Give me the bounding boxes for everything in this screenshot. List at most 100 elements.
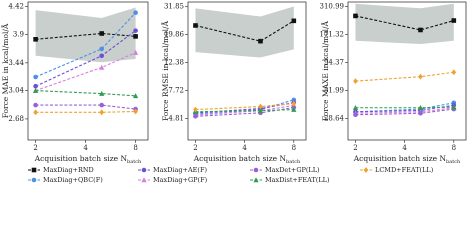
series-line xyxy=(195,103,294,111)
legend-label: MaxDiag+QBC(F) xyxy=(43,176,103,184)
data-point xyxy=(133,49,139,55)
confidence-band xyxy=(195,6,294,58)
x-tick-label: 8 xyxy=(452,144,456,152)
confidence-band xyxy=(355,3,454,45)
legend-marker xyxy=(31,177,37,183)
legend-marker xyxy=(253,177,259,183)
y-tick-label: 7.72 xyxy=(168,87,184,95)
legend-label: MaxDet+GP(LL) xyxy=(265,166,320,174)
legend-label: MaxDist+FEAT(LL) xyxy=(265,176,330,184)
y-tick-label: 171.32 xyxy=(320,31,345,39)
y-tick-label: 31.85 xyxy=(164,3,184,11)
series-line xyxy=(35,110,136,113)
data-point xyxy=(133,28,138,33)
x-tick-label: 2 xyxy=(193,144,197,152)
legend-marker xyxy=(141,167,147,173)
y-tick-label: 12.38 xyxy=(164,59,184,67)
data-point xyxy=(291,100,297,107)
data-point xyxy=(33,109,38,116)
y-tick-label: 2.68 xyxy=(8,115,24,123)
data-point xyxy=(99,46,104,52)
x-tick-label: 8 xyxy=(292,144,296,152)
x-tick-label: 8 xyxy=(133,144,137,152)
data-point xyxy=(291,106,297,112)
legend-marker xyxy=(253,167,259,173)
y-tick-label: 94.37 xyxy=(324,59,344,67)
series-line xyxy=(355,15,454,31)
data-point xyxy=(33,74,38,80)
data-point xyxy=(352,105,359,111)
data-point xyxy=(417,105,424,111)
data-point xyxy=(133,10,138,16)
data-point xyxy=(99,90,105,96)
plot-frame xyxy=(27,1,149,141)
series-line xyxy=(195,20,295,42)
legend-label: MaxDiag+RND xyxy=(43,166,94,174)
legend-label: MaxDiag+AE(F) xyxy=(153,166,207,174)
data-point xyxy=(257,107,264,113)
data-point xyxy=(258,38,263,44)
data-point xyxy=(291,18,297,24)
y-tick-label: 4.42 xyxy=(8,3,24,11)
x-tick-label: 2 xyxy=(353,144,357,152)
series-line xyxy=(35,32,136,40)
x-tick-label: 4 xyxy=(402,144,407,152)
plot-frame xyxy=(187,1,307,141)
data-point xyxy=(353,78,358,85)
x-axis-label-main: Acquisition batch size N xyxy=(34,154,128,163)
y-tick-label: 51.99 xyxy=(324,87,344,95)
data-point xyxy=(258,103,263,110)
data-point xyxy=(193,106,198,113)
y-tick-label: 310.99 xyxy=(320,3,345,11)
y-axis-label: Force MAXE in kcal/mol/Å xyxy=(321,20,330,121)
data-point xyxy=(193,23,198,28)
data-point xyxy=(133,34,138,39)
data-point xyxy=(133,108,138,115)
legend-marker xyxy=(31,167,37,173)
y-tick-label: 4.81 xyxy=(168,115,184,123)
data-point xyxy=(99,64,105,70)
series-line xyxy=(355,106,454,109)
data-point xyxy=(99,102,104,108)
y-tick-label: 28.64 xyxy=(324,114,345,122)
data-point xyxy=(418,110,423,116)
data-point xyxy=(451,18,457,23)
data-point xyxy=(33,83,38,89)
legend-label: LCMD+FEAT(LL) xyxy=(375,166,434,174)
y-tick-label: 19.86 xyxy=(164,31,185,39)
x-axis-label: Acquisition batch size Nbatch xyxy=(353,154,461,165)
y-tick-label: 3.04 xyxy=(8,87,24,95)
figure: 2.68 3.04 3.44 3.9 4.42 2 4 8 Force MAE in kcal/… xyxy=(1,1,467,184)
data-point xyxy=(99,31,104,36)
data-point xyxy=(353,112,358,118)
y-tick-label: 3.9 xyxy=(13,31,24,39)
data-point xyxy=(33,37,38,42)
data-point xyxy=(418,73,423,80)
x-tick-label: 4 xyxy=(83,144,88,152)
x-axis-label: Acquisition batch size Nbatch xyxy=(193,154,301,165)
data-point xyxy=(99,109,104,116)
legend-marker xyxy=(141,177,147,183)
legend-label: MaxDiag+GP(F) xyxy=(153,176,208,184)
x-tick-label: 4 xyxy=(242,144,247,152)
legend-marker xyxy=(363,167,369,173)
data-point xyxy=(33,102,38,108)
data-point xyxy=(33,87,39,93)
data-point xyxy=(451,69,457,76)
series-line xyxy=(355,71,454,82)
y-tick-label: 3.44 xyxy=(8,59,24,67)
x-axis-label-main: Acquisition batch size N xyxy=(193,154,287,163)
data-point xyxy=(193,114,198,119)
data-point xyxy=(353,13,358,19)
y-axis-label: Force RMSE in kcal/mol/Å xyxy=(161,20,170,121)
data-point xyxy=(418,27,423,33)
plot-frame xyxy=(347,1,467,141)
x-axis-label: Acquisition batch size Nbatch xyxy=(34,154,142,165)
data-point xyxy=(133,93,139,99)
x-tick-label: 2 xyxy=(33,144,37,152)
data-point xyxy=(451,104,457,110)
series-line xyxy=(35,90,136,97)
series-line xyxy=(35,104,136,110)
y-axis-label: Force MAE in kcal/mol/Å xyxy=(1,23,10,118)
x-axis-label-sub: batch xyxy=(446,159,461,165)
